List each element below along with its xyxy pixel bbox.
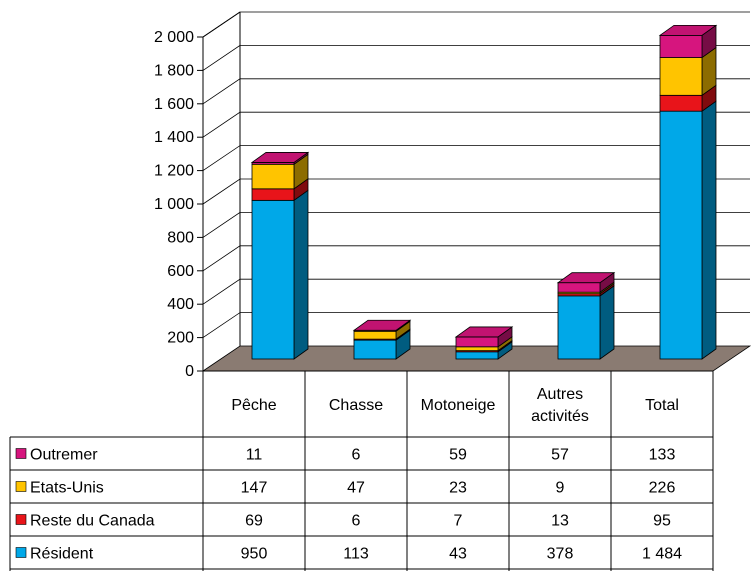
data-label: 378 xyxy=(547,546,574,563)
x-category-label: Motoneige xyxy=(421,397,496,414)
bar-autres-activites-outremer xyxy=(556,271,616,293)
bar-autres-activites-resident xyxy=(557,285,615,360)
bar-side xyxy=(293,189,309,360)
bar-front xyxy=(557,282,601,293)
bar-front xyxy=(659,34,703,58)
data-label: 69 xyxy=(245,513,263,530)
data-label: 7 xyxy=(454,513,463,530)
bar-motoneige-outremer xyxy=(454,326,514,348)
y-tick-label: 200 xyxy=(167,330,194,347)
data-label: 11 xyxy=(246,447,263,464)
data-label: 1 484 xyxy=(642,546,682,563)
y-tick-label: 400 xyxy=(167,296,194,313)
bar-front xyxy=(659,94,703,112)
data-label: 57 xyxy=(551,447,569,464)
data-label: 95 xyxy=(653,513,671,530)
bar-front xyxy=(455,336,499,348)
bar-front xyxy=(455,346,499,352)
gridline xyxy=(202,111,750,138)
bars xyxy=(250,24,718,360)
bar-chasse-resident xyxy=(353,329,411,360)
legend-label-etats-unis: Etats-Unis xyxy=(30,480,104,497)
bar-side xyxy=(599,285,615,360)
x-category-label: Pêche xyxy=(231,397,276,414)
data-label: 6 xyxy=(352,447,361,464)
y-tick-label: 600 xyxy=(167,263,194,280)
legend-label-reste-du-canada: Reste du Canada xyxy=(30,513,155,530)
data-label: 43 xyxy=(449,546,467,563)
gridline xyxy=(202,45,750,71)
bar-front xyxy=(659,57,703,96)
x-category-label: activités xyxy=(531,408,589,425)
gridlines xyxy=(202,11,750,338)
bar-chasse-outremer xyxy=(352,319,412,333)
y-tick-label: 800 xyxy=(167,229,194,246)
bar-side xyxy=(701,100,717,360)
bar-front xyxy=(353,339,397,360)
gridline xyxy=(202,78,750,105)
bar-total-etats-unis xyxy=(659,46,717,97)
legend-label-resident: Résident xyxy=(30,546,94,563)
bar-front xyxy=(557,295,601,360)
y-tick-label: 0 xyxy=(185,363,194,380)
y-axis: 0 200 400 600 800 1 000 1 200 1 400 1 600 1 800 2 … xyxy=(154,29,203,380)
y-tick-label: 2 000 xyxy=(154,29,194,46)
data-table: Pêche Chasse Motoneige Autres activités Total… xyxy=(9,370,714,571)
bar-top xyxy=(352,319,412,331)
bar-top xyxy=(556,272,616,284)
y-tick-label: 1 800 xyxy=(154,62,194,79)
gridline xyxy=(202,145,750,171)
x-category-label: Chasse xyxy=(329,397,383,414)
bar-front xyxy=(251,199,295,360)
y-tick-label: 1 000 xyxy=(154,196,194,213)
data-label: 147 xyxy=(241,480,268,497)
bar-peche-etats-unis xyxy=(251,153,309,190)
gridline xyxy=(202,245,750,272)
y-tick-label: 1 600 xyxy=(154,96,194,113)
legend-swatch-etats-unis xyxy=(15,481,27,492)
bar-peche-outremer xyxy=(250,151,310,166)
data-label: 23 xyxy=(449,480,467,497)
bar-top xyxy=(250,152,310,163)
bar-top xyxy=(658,24,718,36)
data-label: 59 xyxy=(449,447,467,464)
x-category-label: Autres xyxy=(537,386,583,403)
data-label: 950 xyxy=(241,546,268,563)
legend-swatch-resident xyxy=(15,547,27,558)
data-label: 47 xyxy=(347,480,365,497)
data-label: 13 xyxy=(551,513,569,530)
gridline xyxy=(202,211,750,238)
y-tick-label: 1 200 xyxy=(154,163,194,180)
data-label: 226 xyxy=(649,480,676,497)
legend-swatch-reste-du-canada xyxy=(15,514,27,525)
bar-front xyxy=(455,351,499,360)
data-label: 9 xyxy=(556,480,565,497)
bar-top xyxy=(454,326,514,338)
bar-front xyxy=(659,110,703,360)
x-category-label: Total xyxy=(645,397,679,414)
bar-peche-resident xyxy=(251,189,309,360)
bar-front xyxy=(353,330,397,340)
data-label: 133 xyxy=(649,447,676,464)
legend-label-outremer: Outremer xyxy=(30,447,98,464)
bar-total-outremer xyxy=(658,24,718,59)
y-tick-label: 1 400 xyxy=(154,129,194,146)
data-label: 113 xyxy=(343,546,369,563)
data-label: 6 xyxy=(352,513,361,530)
legend-swatch-outremer xyxy=(15,448,27,459)
bar-total-resident xyxy=(659,100,717,360)
bar-front xyxy=(251,163,295,190)
gridline xyxy=(202,11,750,38)
gridline xyxy=(202,178,750,205)
bar-front xyxy=(251,188,295,201)
